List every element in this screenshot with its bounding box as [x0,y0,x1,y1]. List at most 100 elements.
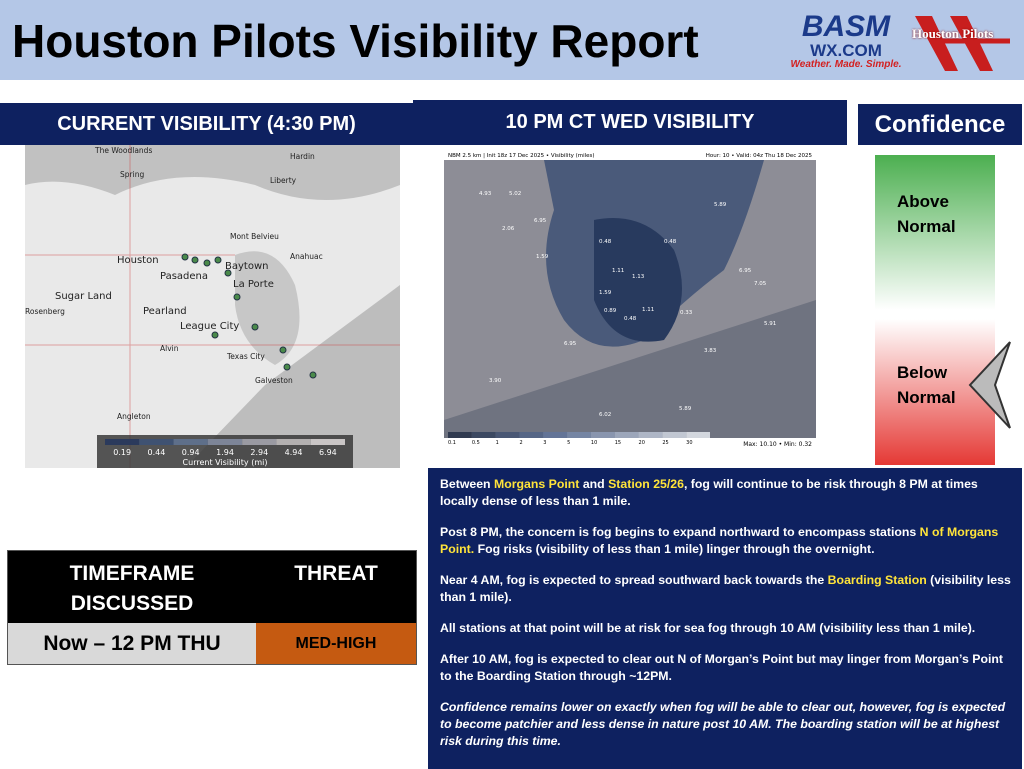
table-cell: Now – 12 PM THU [8,623,256,664]
place-label: La Porte [233,279,274,290]
legend: 0.19 0.44 0.94 1.94 2.94 4.94 6.94 Current Visi… [97,435,353,468]
scale-tick: 0.1 [448,440,456,446]
place-label: Alvin [160,344,179,353]
map-value: 0.48 [624,316,637,322]
table-cell: MED-HIGH [256,623,416,664]
panel-heading: CURRENT VISIBILITY (4:30 PM) [0,103,413,145]
map-value: 5.02 [509,191,521,197]
place-label: Houston [117,255,159,266]
text: , fog will continue to be risk through 8… [440,477,978,508]
station-dot [191,256,199,264]
station-dot [233,293,241,301]
confidence-label: Below Normal [897,363,956,407]
legend-tick: 2.94 [250,448,268,457]
text: Confidence remains lower on exactly when… [440,700,1006,748]
map-value: 1.13 [632,274,645,280]
text: Near 4 AM, fog is expected to spread sou… [440,573,828,587]
place-label: Anahuac [290,252,323,261]
legend-tick: 4.94 [285,448,303,457]
map-value: 6.02 [599,412,611,418]
table-header-cell: THREAT [294,562,378,585]
scale-swatch [471,432,496,438]
map-value: 2.06 [502,226,515,232]
threat-table: TIMEFRAME DISCUSSED THREAT Now – 12 PM T… [7,550,417,665]
scale-swatch [614,432,639,438]
place-label: League City [180,321,239,332]
legend-title: Current Visibility (mi) [183,458,268,467]
legend-tick: 0.19 [113,448,131,457]
paragraph: All stations at that point will be at ri… [440,620,1012,637]
paragraph: Between Morgans Point and Station 25/26,… [440,476,1012,510]
forecast-map: NBM 2.5 km | Init 18z 17 Dec 2025 • Visi… [444,150,816,452]
map-value: 0.33 [680,310,693,316]
place-label: Rosenberg [25,307,65,316]
discussion: Between Morgans Point and Station 25/26,… [428,468,1022,769]
map-value: 6.95 [564,341,577,347]
text: After 10 AM, fog is expected to clear ou… [440,652,1003,683]
map-value: 4.93 [479,191,492,197]
paragraph: Post 8 PM, the concern is fog begins to … [440,524,1012,558]
legend-tick: 0.44 [148,448,166,457]
highlight-text: N of Morgans Point. [440,525,999,556]
scale-tick: 2 [519,440,522,446]
confidence-label: Above Normal [897,192,956,236]
scale-tick: 5 [567,440,570,446]
map-value: 1.11 [612,268,624,274]
station-dot [181,253,189,261]
pilots-logo: Houston Pilots [910,6,1018,74]
title: Houston Pilots Visibility Report [12,15,699,67]
scale-tick: 1 [496,440,499,446]
map-value: 6.95 [534,218,547,224]
legend-swatch [207,439,243,445]
table-header-cell: TIMEFRAME DISCUSSED [69,562,195,615]
scale-tick: 10 [591,440,597,446]
pilots-mark [915,16,1010,71]
map-value: 0.48 [599,239,612,245]
paragraph: Confidence remains lower on exactly when… [440,699,1012,750]
place-label: Texas City [226,352,265,361]
table-header [8,551,416,623]
paragraph: Near 4 AM, fog is expected to spread sou… [440,572,1012,606]
scale-swatch [448,432,472,438]
current-map: The Woodlands Hardin Spring Liberty Mont Bel… [25,145,400,468]
place-label: Pasadena [160,271,208,282]
highlight-text: Morgans Point [494,477,580,491]
scale-tick: 15 [615,440,621,446]
legend-swatch [276,439,311,445]
station-dot [211,331,219,339]
scale-swatch [543,432,568,438]
scale-tick: 0.5 [472,440,480,446]
place-label: Mont Belvieu [230,232,279,241]
logo-text: BASM [801,10,891,43]
map-value: 5.89 [679,406,692,412]
map-value: 5.91 [764,321,776,327]
max-min: Max: 10.10 • Min: 0.32 [743,441,812,448]
map-value: 7.05 [754,281,767,287]
map-caption: Hour: 10 • Valid: 04z Thu 18 Dec 2025 [706,153,813,159]
place-label: Pearland [143,306,187,317]
map-value: 1.59 [599,290,612,296]
paragraph: After 10 AM, fog is expected to clear ou… [440,651,1012,685]
place-label: Liberty [270,176,297,185]
highlight-text: Station 25/26 [608,477,684,491]
scale-tick: 3 [543,440,546,446]
legend-swatch [105,439,140,445]
text: and [579,477,609,491]
text: Fog risks (visibility of less than 1 mil… [474,542,875,556]
map-value: 3.90 [489,378,502,384]
station-dot [214,256,222,264]
text: (visibility less than 1 mile). [440,573,1011,604]
scale-swatch [567,432,591,438]
scale-tick: 30 [686,440,692,446]
legend-tick: 1.94 [216,448,234,457]
scale-swatch [662,432,687,438]
station-dot [309,371,317,379]
highlight-text: Boarding Station [827,573,927,587]
basm-logo: BASM WX.COM Weather. Made. Simple. [786,12,906,74]
place-label: Sugar Land [55,291,112,302]
map-value: 1.11 [642,307,654,313]
map-value: 0.48 [664,239,677,245]
scale-swatch [495,432,520,438]
legend-tick: 0.94 [182,448,200,457]
logo-text: WX.COM [810,41,882,60]
